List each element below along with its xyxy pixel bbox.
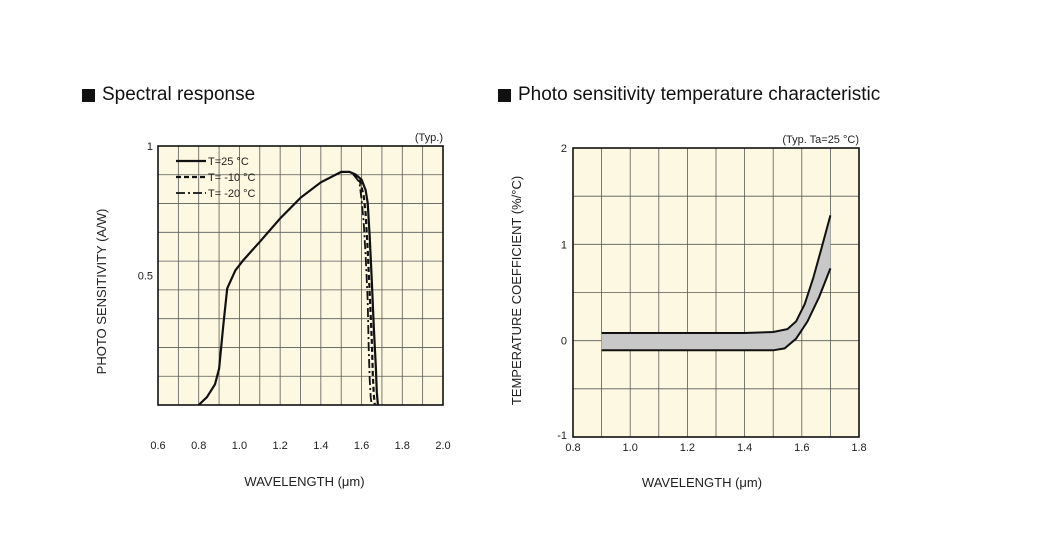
- chart-note: (Typ. Ta=25 °C): [782, 134, 859, 146]
- coefficient-band-area: [601, 215, 831, 351]
- band-upper-line: [601, 215, 832, 334]
- x-tick-label: 0.8: [191, 440, 206, 452]
- chart-note: (Typ.): [415, 132, 443, 144]
- series-line-dashed: [352, 173, 376, 406]
- temperature-characteristic-heading: Photo sensitivity temperature characteri…: [498, 84, 880, 106]
- series-line-dash-dot: [352, 173, 373, 406]
- legend-label: T=25 °C: [208, 156, 249, 168]
- x-tick-label: 1.6: [354, 440, 369, 452]
- temperature-characteristic-title: Photo sensitivity temperature characteri…: [518, 84, 881, 105]
- x-tick-label: 0.6: [150, 440, 165, 452]
- y-axis-label: PHOTO SENSITIVITY (A/W): [94, 209, 109, 375]
- plot-frame: [157, 145, 444, 406]
- x-tick-label: 1.0: [232, 440, 247, 452]
- y-tick-label: -1: [557, 430, 567, 442]
- x-tick-label: 1.2: [680, 442, 695, 454]
- band-lower-line: [601, 268, 832, 352]
- y-tick-label: 0: [561, 336, 567, 348]
- x-tick-label: 1.4: [313, 440, 328, 452]
- spectral-response-title: Spectral response: [102, 84, 256, 105]
- series-line-solid: [197, 170, 379, 406]
- y-tick-label: 0.5: [138, 271, 153, 283]
- y-tick-label: 1: [147, 141, 153, 153]
- heading-bullet-square: [498, 88, 511, 102]
- x-tick-label: 1.4: [737, 442, 752, 454]
- heading-bullet-square: [82, 88, 95, 102]
- x-tick-label: 1.2: [272, 440, 287, 452]
- x-tick-label: 1.8: [395, 440, 410, 452]
- y-tick-label: 1: [561, 239, 567, 251]
- x-tick-label: 2.0: [435, 440, 450, 452]
- y-tick-label: 2: [561, 143, 567, 155]
- plot-frame: [572, 147, 860, 438]
- x-tick-label: 0.8: [565, 442, 580, 454]
- y-axis-label: TEMPERATURE COEFFICIENT (%/°C): [509, 176, 524, 405]
- x-axis-label: WAVELENGTH (μm): [642, 475, 762, 490]
- x-axis-label: WAVELENGTH (μm): [244, 474, 364, 489]
- legend-label: T= -10 °C: [208, 172, 256, 184]
- spectral-response-heading: Spectral response: [82, 84, 255, 106]
- x-tick-label: 1.0: [623, 442, 638, 454]
- legend-label: T= -20 °C: [208, 188, 256, 200]
- x-tick-label: 1.8: [851, 442, 866, 454]
- x-tick-label: 1.6: [794, 442, 809, 454]
